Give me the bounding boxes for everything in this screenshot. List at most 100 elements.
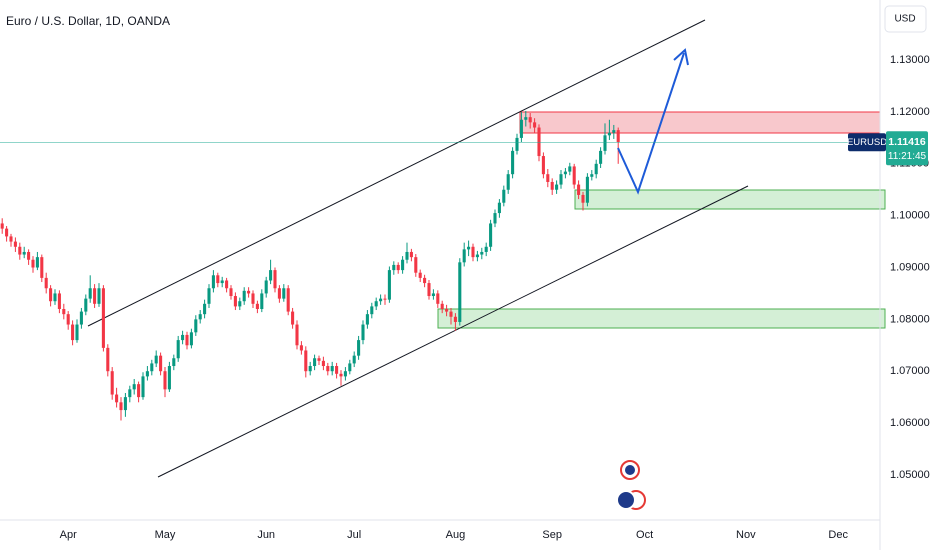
candle-body xyxy=(599,150,603,164)
candle-body xyxy=(269,270,273,281)
candle-body xyxy=(343,371,347,377)
candle-body xyxy=(357,340,361,356)
candle-body xyxy=(401,259,405,271)
candle-body xyxy=(379,298,383,302)
event-icons xyxy=(616,460,646,510)
y-tick-label: 1.05000 xyxy=(890,469,930,481)
candle-body xyxy=(181,334,185,341)
candle-body xyxy=(9,236,13,242)
candle-body xyxy=(282,288,286,299)
x-tick-label: Dec xyxy=(828,529,848,541)
candle-body xyxy=(335,366,339,374)
candle-body xyxy=(145,371,149,377)
candle-body xyxy=(370,306,374,315)
candle-body xyxy=(317,358,321,361)
candle-body xyxy=(238,301,242,307)
candle-body xyxy=(264,280,268,294)
candle-body xyxy=(189,332,193,346)
candle-body xyxy=(550,181,554,190)
x-tick-label: Aug xyxy=(446,529,466,541)
candle-body xyxy=(607,132,611,136)
candle-body xyxy=(71,324,75,341)
y-tick-label: 1.06000 xyxy=(890,417,930,429)
candle-body xyxy=(242,290,246,302)
support-zone xyxy=(437,308,886,329)
candle-body xyxy=(594,163,598,175)
candle-body xyxy=(229,288,233,297)
candle-body xyxy=(172,358,176,367)
candle-body xyxy=(137,384,141,398)
candle-body xyxy=(277,288,281,299)
candle-body xyxy=(484,246,488,252)
candle-body xyxy=(163,371,167,390)
candle-body xyxy=(458,262,462,322)
candle-body xyxy=(211,275,215,289)
candle-body xyxy=(119,402,123,411)
candle-body xyxy=(22,251,26,255)
currency-button[interactable] xyxy=(884,5,927,33)
candle-body xyxy=(203,303,207,315)
candle-body xyxy=(585,176,589,203)
candle-body xyxy=(40,257,44,278)
candle-body xyxy=(471,246,475,258)
y-tick-label: 1.10000 xyxy=(890,210,930,222)
candle-body xyxy=(273,270,277,289)
candle-body xyxy=(418,272,422,278)
x-tick-label: Jun xyxy=(257,529,275,541)
candle-body xyxy=(304,350,308,372)
candle-body xyxy=(427,283,431,297)
event-icon xyxy=(616,490,636,510)
candle-body xyxy=(559,174,563,185)
candle-body xyxy=(590,174,594,177)
candle-body xyxy=(511,150,515,175)
candle-body xyxy=(44,277,48,289)
candle-body xyxy=(339,373,343,377)
candle-body xyxy=(110,371,114,395)
candle-body xyxy=(176,340,180,359)
candle-body xyxy=(299,345,303,351)
candle-body xyxy=(207,288,211,304)
candle-body xyxy=(480,251,484,255)
candle-body xyxy=(159,355,163,372)
x-tick-label: Oct xyxy=(636,529,653,541)
candle-body xyxy=(546,174,550,182)
last-price-label: 1.11416 xyxy=(888,136,926,148)
projection-arrow xyxy=(617,52,685,195)
candle-body xyxy=(515,137,519,151)
candle-body xyxy=(405,251,409,260)
candle-body xyxy=(440,303,444,309)
candle-body xyxy=(414,257,418,273)
candle-body xyxy=(475,254,479,258)
candle-body xyxy=(84,298,88,312)
candle-body xyxy=(225,280,229,289)
channel-lower xyxy=(157,185,749,478)
candle-body xyxy=(612,130,616,133)
candle-body xyxy=(251,293,255,304)
candle-body xyxy=(616,130,620,143)
candle-body xyxy=(423,277,427,284)
candle-body xyxy=(220,280,224,284)
candle-body xyxy=(436,293,440,304)
candle-body xyxy=(66,314,70,325)
countdown-label: 11:21:45 xyxy=(888,151,927,162)
candle-body xyxy=(524,117,528,120)
candle-body xyxy=(361,324,365,341)
candle-body xyxy=(154,355,158,364)
candle-body xyxy=(79,311,83,325)
candle-body xyxy=(247,290,251,294)
candle-body xyxy=(493,213,497,224)
candle-body xyxy=(106,347,110,372)
candle-body xyxy=(93,288,97,304)
candle-body xyxy=(383,298,387,300)
plot-area xyxy=(87,19,886,478)
candle-body xyxy=(35,257,39,268)
x-tick-label: Sep xyxy=(542,529,562,541)
candle-body xyxy=(528,117,532,123)
candle-body xyxy=(31,259,35,268)
channel-upper xyxy=(87,19,706,327)
candle-body xyxy=(321,360,325,367)
candle-body xyxy=(27,251,31,260)
candle-body xyxy=(365,314,369,325)
